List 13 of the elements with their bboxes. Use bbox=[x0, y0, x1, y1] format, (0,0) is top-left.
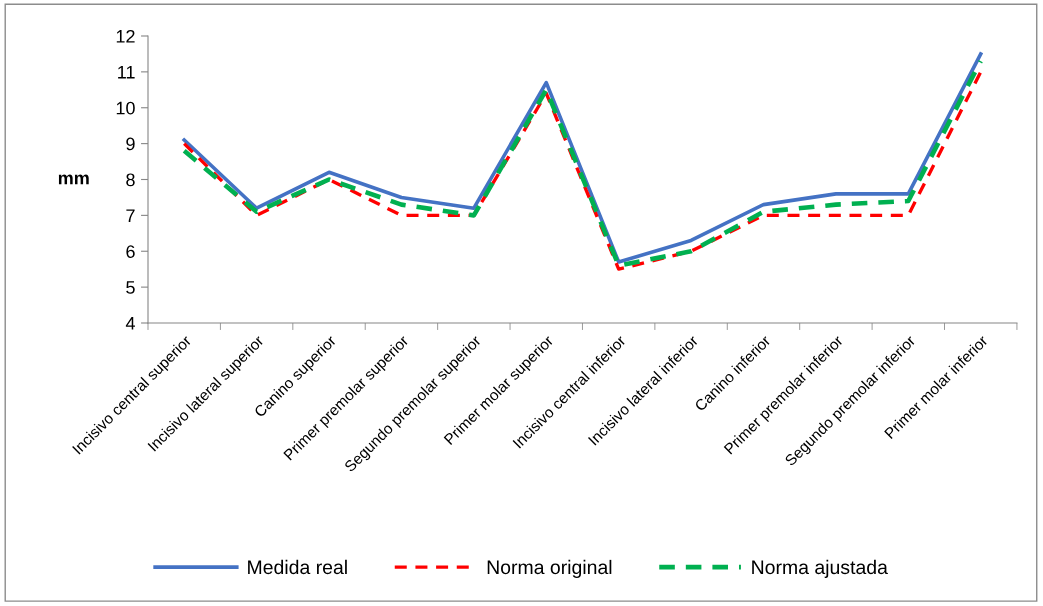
y-tick-label: 4 bbox=[125, 317, 135, 330]
y-tick-label: 7 bbox=[126, 209, 135, 222]
legend-label: Norma ajustada bbox=[752, 559, 888, 578]
y-tick-label: 11 bbox=[118, 65, 135, 79]
legend-label: Medida real bbox=[248, 559, 347, 575]
y-tick-label: 9 bbox=[126, 137, 135, 151]
y-tick-label: 10 bbox=[116, 101, 135, 115]
y-tick-label: 12 bbox=[116, 29, 135, 43]
legend-label: Norma original bbox=[487, 559, 612, 578]
y-tick-label: 8 bbox=[126, 173, 135, 187]
y-axis-title: mm bbox=[58, 174, 89, 185]
y-tick-label: 6 bbox=[126, 245, 135, 258]
y-tick-label: 5 bbox=[126, 281, 135, 294]
